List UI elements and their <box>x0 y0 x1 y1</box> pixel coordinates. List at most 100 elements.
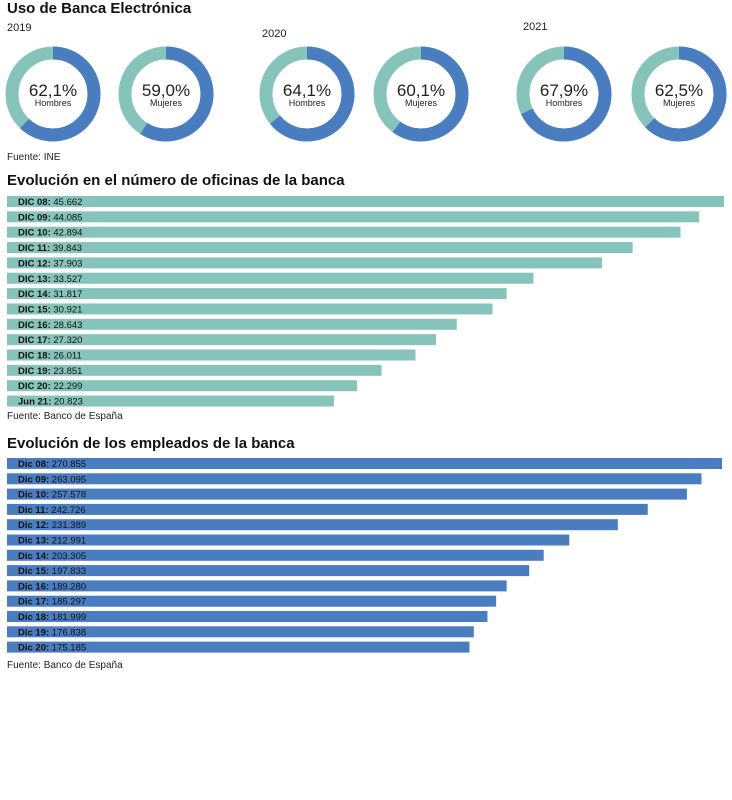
bar-value: 45.662 <box>51 197 83 208</box>
bar-value: 242.726 <box>49 505 86 516</box>
donut-slice-2020-hombres <box>259 46 355 142</box>
bar-category: Dic 14: <box>18 551 49 562</box>
donut-slice-2021-hombres <box>516 46 612 142</box>
employees-chart-title: Evolución de los empleados de la banca <box>7 435 295 452</box>
bar-offices-5 <box>7 272 534 284</box>
bar-value: 181.999 <box>49 612 86 623</box>
bar-category: Dic 18: <box>18 612 49 623</box>
bar-label-employees-2: Dic 10: 257.578 <box>18 490 86 501</box>
bar-value: 39.843 <box>50 243 82 254</box>
donut-value-label: 67,9% <box>540 81 588 100</box>
bar-label-offices-11: DIC 19: 23.851 <box>18 366 82 377</box>
bar-label-offices-4: DIC 12: 37.903 <box>18 258 82 269</box>
bar-label-offices-1: DIC 09: 44.085 <box>18 212 82 223</box>
donut-value-label: 64,1% <box>283 81 331 100</box>
year-label-2020: 2020 <box>262 28 287 40</box>
bar-employees-5 <box>7 534 570 546</box>
donut-source: Fuente: INE <box>7 152 61 163</box>
donut-value-label: 62,1% <box>29 81 77 100</box>
bar-employees-0 <box>7 458 722 469</box>
bar-employees-7 <box>7 565 530 577</box>
bar-value: 212.991 <box>49 536 86 547</box>
bar-category: Dic 13: <box>18 536 49 547</box>
bar-label-offices-0: DIC 08: 45.662 <box>18 197 82 208</box>
bar-category: Dic 16: <box>18 581 49 592</box>
bar-label-offices-3: DIC 11: 39.843 <box>18 243 82 254</box>
bar-label-employees-8: Dic 16: 189.280 <box>18 581 86 592</box>
bar-value: 263.095 <box>49 474 86 485</box>
bar-label-employees-1: Dic 09: 263.095 <box>18 474 86 485</box>
bar-value: 28.643 <box>51 320 83 331</box>
donut-slice-2019-mujeres <box>118 46 214 142</box>
bar-label-offices-10: DIC 18: 26.011 <box>18 351 82 362</box>
bar-value: 33.527 <box>51 274 83 285</box>
bar-category: Dic 09: <box>18 474 49 485</box>
bar-label-offices-6: DIC 14: 31.817 <box>18 289 82 300</box>
bar-category: Dic 15: <box>18 566 49 577</box>
bar-value: 27.320 <box>51 335 83 346</box>
bar-value: 203.305 <box>49 551 86 562</box>
bar-offices-9 <box>7 334 436 346</box>
bar-label-offices-5: DIC 13: 33.527 <box>18 274 82 285</box>
bar-label-offices-9: DIC 17: 27.320 <box>18 335 82 346</box>
bar-label-offices-8: DIC 16: 28.643 <box>18 320 82 331</box>
bar-value: 44.085 <box>51 212 83 223</box>
bar-category: DIC 14: <box>18 289 51 300</box>
donut-slice-2019-hombres <box>5 46 101 142</box>
bar-employees-3 <box>7 503 648 515</box>
bar-label-employees-0: Dic 08: 270.855 <box>18 459 86 470</box>
donut-category-label: Mujeres <box>150 98 183 108</box>
bar-offices-1 <box>7 211 700 223</box>
bar-label-employees-9: Dic 17: 185.297 <box>18 597 86 608</box>
donut-category-label: Hombres <box>289 98 326 108</box>
bar-employees-11 <box>7 626 474 638</box>
bar-label-employees-4: Dic 12: 231.389 <box>18 520 86 531</box>
donut-category-label: Hombres <box>35 98 72 108</box>
bar-label-employees-3: Dic 11: 242.726 <box>18 505 86 516</box>
bar-label-offices-12: DIC 20: 22.299 <box>18 381 82 392</box>
offices-chart-title: Evolución en el número de oficinas de la… <box>7 172 345 189</box>
bar-category: DIC 20: <box>18 381 51 392</box>
bar-value: 175.185 <box>49 643 86 654</box>
bar-employees-9 <box>7 595 497 607</box>
bar-category: DIC 11: <box>18 243 50 254</box>
bar-offices-12 <box>7 380 358 392</box>
donut-value-label: 60,1% <box>397 81 445 100</box>
bar-offices-13 <box>7 395 334 407</box>
bar-value: 20.823 <box>51 397 83 408</box>
bar-value: 270.855 <box>49 459 86 470</box>
bar-value: 37.903 <box>51 258 83 269</box>
donut-category-label: Mujeres <box>663 98 696 108</box>
bar-category: Dic 10: <box>18 490 49 501</box>
bar-value: 197.833 <box>49 566 86 577</box>
bar-offices-8 <box>7 318 457 330</box>
bar-offices-7 <box>7 303 493 315</box>
bar-offices-10 <box>7 349 416 361</box>
bar-label-employees-12: Dic 20: 175.185 <box>18 643 86 654</box>
bar-label-employees-6: Dic 14: 203.305 <box>18 551 86 562</box>
donut-slice-2021-mujeres <box>631 46 727 142</box>
donut-category-label: Hombres <box>546 98 583 108</box>
year-label-2021: 2021 <box>523 21 548 33</box>
bar-value: 257.578 <box>49 490 86 501</box>
bar-offices-2 <box>7 226 681 238</box>
donut-value-label: 62,5% <box>655 81 703 100</box>
bar-value: 26.011 <box>51 351 82 362</box>
bar-label-employees-10: Dic 18: 181.999 <box>18 612 86 623</box>
donut-category-label: Mujeres <box>405 98 438 108</box>
bar-value: 31.817 <box>51 289 83 300</box>
bar-employees-4 <box>7 519 618 531</box>
bar-category: DIC 16: <box>18 320 51 331</box>
employees-source: Fuente: Banco de España <box>7 660 123 671</box>
bar-label-employees-7: Dic 15: 197.833 <box>18 566 86 577</box>
bar-value: 30.921 <box>51 304 83 315</box>
bar-employees-10 <box>7 611 488 622</box>
bar-category: DIC 17: <box>18 335 51 346</box>
year-label-2019: 2019 <box>7 22 32 34</box>
bar-employees-12 <box>7 641 470 653</box>
bar-category: DIC 19: <box>18 366 51 377</box>
bar-category: Dic 11: <box>18 505 49 516</box>
bar-category: DIC 09: <box>18 212 51 223</box>
bar-label-employees-11: Dic 19: 176.838 <box>18 627 86 638</box>
